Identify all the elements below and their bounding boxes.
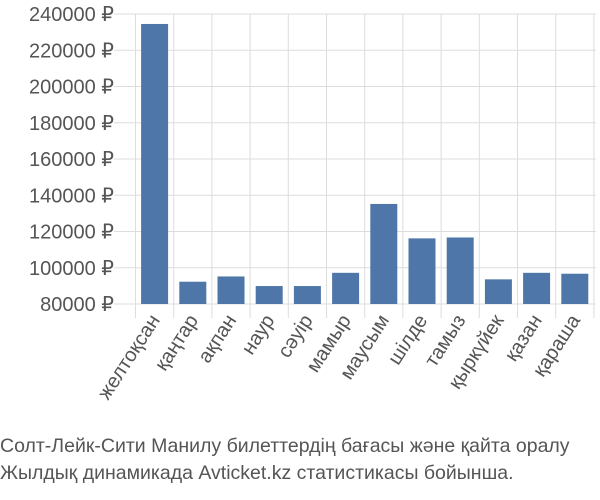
x-tick-label: наур — [238, 311, 280, 359]
caption-line-1: Солт-Лейк-Сити Манилу билеттердің бағасы… — [0, 435, 570, 457]
bar-5 — [332, 272, 360, 304]
grid-lines — [114, 13, 596, 318]
y-tick-label: 220000 ₽ — [29, 40, 114, 62]
x-tick-label: ақпан — [194, 311, 241, 367]
y-tick-label: 140000 ₽ — [29, 185, 114, 207]
bars — [141, 23, 589, 304]
y-tick-label: 80000 ₽ — [40, 294, 114, 316]
bar-3 — [255, 286, 283, 304]
price-bar-chart: 80000 ₽ 100000 ₽ 120000 ₽ 140000 ₽ 160000 ₽ 1… — [29, 4, 596, 404]
bar-10 — [523, 272, 551, 304]
x-axis-tick-labels: желтоқсанқаңтарақпаннаурсәуірмамырмаусым… — [94, 310, 586, 404]
bar-6 — [370, 203, 398, 304]
bar-1 — [179, 281, 207, 304]
y-tick-label: 200000 ₽ — [29, 77, 114, 99]
bar-2 — [217, 276, 245, 304]
caption-line-2: Жылдық динамикада Avticket.kz статистика… — [0, 462, 514, 484]
y-tick-label: 160000 ₽ — [29, 149, 114, 171]
bar-7 — [408, 238, 436, 304]
y-tick-label: 240000 ₽ — [29, 4, 114, 26]
y-tick-label: 180000 ₽ — [29, 113, 114, 135]
y-tick-label: 120000 ₽ — [29, 222, 114, 244]
y-tick-label: 100000 ₽ — [29, 258, 114, 280]
y-axis-tick-labels: 80000 ₽ 100000 ₽ 120000 ₽ 140000 ₽ 160000 ₽ 1… — [29, 4, 114, 316]
bar-4 — [293, 286, 321, 304]
bar-8 — [446, 237, 474, 304]
bar-11 — [561, 273, 589, 304]
bar-0 — [141, 23, 169, 304]
bar-9 — [484, 279, 512, 304]
